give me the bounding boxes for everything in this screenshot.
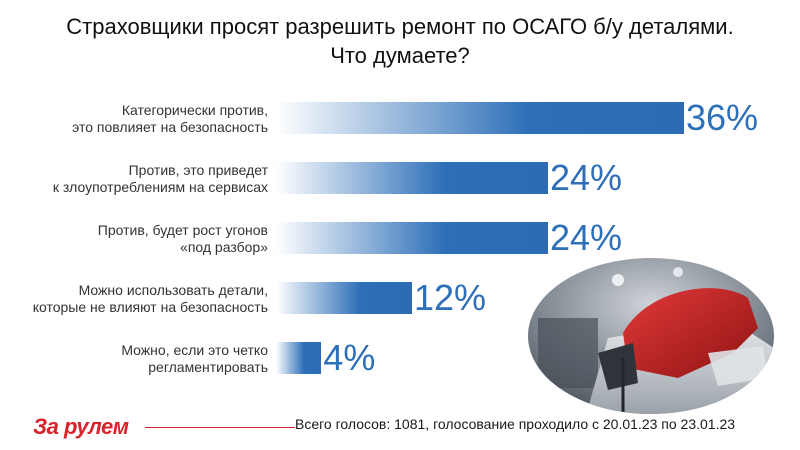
category-label: Можно, если это четко регламентировать [18,342,268,376]
bar [276,102,684,134]
category-label-line: к злоупотреблениям на сервисах [52,179,268,195]
category-label: Против, это приведет к злоупотреблениям н… [18,162,268,196]
bar [276,282,412,314]
category-label: Категорически против, это повлияет на без… [18,102,268,136]
category-label-line: Против, будет рост угонов [97,222,268,238]
car-photo [528,258,774,414]
bar-value-label: 12% [414,277,487,318]
category-label-line: Категорически против, [121,102,268,118]
category-label-line: это повлияет на безопасность [72,119,268,135]
footer-votes-text: Всего голосов: 1081, голосование проходи… [295,416,736,432]
chart-title: Страховщики просят разрешить ремонт по О… [0,12,800,70]
category-label-line: «под разбор» [180,239,268,255]
category-label-line: регламентировать [148,359,268,375]
category-label: Против, будет рост угонов «под разбор» [18,222,268,256]
bar-value-label: 36% [686,97,759,138]
bar-value-label: 24% [550,217,623,258]
bar [276,222,548,254]
bar [276,162,548,194]
chart-title-line-2: Что думаете? [330,43,470,68]
category-label-line: которые не влияют на безопасность [32,299,268,315]
category-label-line: Можно, если это четко [121,342,268,358]
bar [276,342,322,374]
bar-value-label: 24% [550,157,623,198]
footer-divider [145,427,295,428]
car-illustration-icon [528,258,774,414]
category-label-line: Против, это приведет [128,162,268,178]
category-label: Можно использовать детали, которые не вли… [18,282,268,316]
category-label-line: Можно использовать детали, [78,282,268,298]
chart-title-line-1: Страховщики просят разрешить ремонт по О… [66,14,734,39]
bar-value-label: 4% [323,337,376,378]
zarulem-logo: За рулем [33,414,129,439]
